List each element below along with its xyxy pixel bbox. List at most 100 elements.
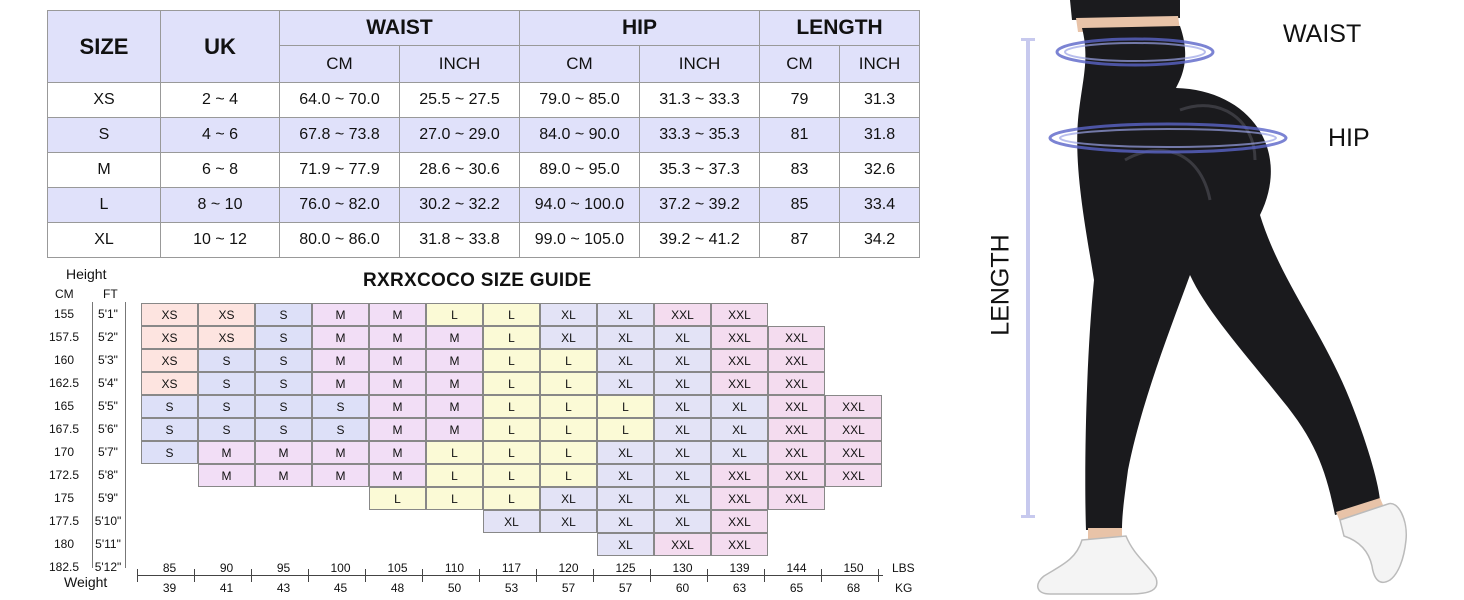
table-cell: 32.6: [839, 152, 921, 188]
size-grid-cell: XL: [711, 441, 768, 464]
leggings-model-illustration: [1037, 0, 1407, 595]
size-grid-cell: XL: [597, 326, 654, 349]
weight-axis-tick: [707, 569, 708, 582]
table-row: XS 2 ~ 4 64.0 ~ 70.0 25.5 ~ 27.5 79.0 ~ 85.0…: [47, 82, 921, 118]
table-cell: 76.0 ~ 82.0: [279, 187, 400, 223]
table-cell: 89.0 ~ 95.0: [519, 152, 640, 188]
size-grid-cell: XXL: [768, 395, 825, 418]
height-ft-label: 5'10": [94, 514, 122, 528]
size-grid-cell: M: [369, 372, 426, 395]
size-grid-cell: M: [312, 326, 369, 349]
table-row: XL 10 ~ 12 80.0 ~ 86.0 31.8 ~ 33.8 99.0 ~ 10…: [47, 222, 921, 258]
table-cell: 33.3 ~ 35.3: [638, 117, 761, 153]
weight-kg-label: 41: [219, 581, 234, 595]
size-grid-cell: S: [198, 349, 255, 372]
table-cell: 79.0 ~ 85.0: [519, 82, 640, 118]
size-grid-cell: L: [483, 418, 540, 441]
unit-header: INCH: [638, 45, 761, 83]
height-ft-label: 5'7": [98, 445, 118, 459]
table-cell: 31.8: [839, 117, 921, 153]
table-cell: 34.2: [839, 222, 921, 258]
table-cell: 35.3 ~ 37.3: [638, 152, 761, 188]
kg-unit-label: KG: [895, 581, 913, 595]
weight-axis-tick: [422, 569, 423, 582]
size-grid-cell: XL: [597, 464, 654, 487]
size-grid-cell: L: [540, 372, 597, 395]
height-ft-label: 5'12": [94, 560, 122, 574]
size-grid-cell: XXL: [768, 418, 825, 441]
size-grid-cell: M: [312, 303, 369, 326]
weight-lbs-label: 110: [444, 561, 465, 575]
header-length: LENGTH: [759, 10, 921, 46]
size-grid-cell: S: [141, 441, 198, 464]
size-grid-cell: L: [483, 395, 540, 418]
unit-header: CM: [279, 45, 400, 83]
weight-lbs-label: 117: [501, 561, 522, 575]
table-cell: 80.0 ~ 86.0: [279, 222, 400, 258]
waist-label: WAIST: [1283, 20, 1362, 48]
table-cell: 64.0 ~ 70.0: [279, 82, 400, 118]
size-grid-cell: L: [369, 487, 426, 510]
size-grid-cell: XL: [597, 441, 654, 464]
size-grid-cell: L: [483, 326, 540, 349]
weight-lbs-label: 95: [276, 561, 291, 575]
weight-kg-label: 68: [846, 581, 861, 595]
table-cell: 31.3 ~ 33.3: [638, 82, 761, 118]
lbs-unit-label: LBS: [892, 561, 915, 575]
size-grid-cell: L: [483, 303, 540, 326]
height-ft-label: 5'2": [98, 330, 118, 344]
size-grid-cell: XL: [654, 510, 711, 533]
size-grid-cell: XXL: [711, 510, 768, 533]
length-label: LENGTH: [986, 234, 1015, 336]
height-cm-label: 162.5: [48, 376, 80, 390]
size-grid-cell: M: [426, 395, 483, 418]
height-cm-label: 160: [53, 353, 75, 367]
height-cm-label: 165: [53, 399, 75, 413]
table-cell: 37.2 ~ 39.2: [638, 187, 761, 223]
table-cell: 85: [759, 187, 841, 223]
size-grid-cell: XL: [654, 349, 711, 372]
size-grid-cell: XL: [654, 487, 711, 510]
size-grid-cell: XXL: [711, 326, 768, 349]
size-grid-cell: S: [255, 395, 312, 418]
size-grid-cell: L: [540, 349, 597, 372]
size-grid-cell: M: [426, 326, 483, 349]
weight-axis-tick: [536, 569, 537, 582]
size-table: SIZE UK WAIST HIP LENGTH CM INCH CM INCH…: [47, 10, 921, 258]
header-waist: WAIST: [279, 10, 520, 46]
size-grid-cell: XXL: [654, 533, 711, 556]
size-grid-cell: L: [597, 395, 654, 418]
weight-kg-label: 57: [561, 581, 576, 595]
size-grid-cell: XS: [141, 303, 198, 326]
header-uk: UK: [160, 10, 280, 83]
weight-lbs-label: 85: [162, 561, 177, 575]
table-cell: 31.3: [839, 82, 921, 118]
size-grid-cell: XL: [654, 372, 711, 395]
weight-axis-tick: [137, 569, 138, 582]
height-cm-label: 170: [53, 445, 75, 459]
weight-lbs-label: 100: [330, 561, 351, 575]
size-grid-cell: M: [255, 464, 312, 487]
size-grid-cell: L: [426, 303, 483, 326]
weight-axis-tick: [308, 569, 309, 582]
table-cell: 84.0 ~ 90.0: [519, 117, 640, 153]
size-grid-cell: L: [540, 418, 597, 441]
size-grid-cell: M: [255, 441, 312, 464]
weight-kg-label: 60: [675, 581, 690, 595]
weight-kg-label: 57: [618, 581, 633, 595]
weight-lbs-label: 90: [219, 561, 234, 575]
size-grid-cell: S: [141, 395, 198, 418]
weight-lbs-label: 130: [672, 561, 693, 575]
table-cell: 39.2 ~ 41.2: [638, 222, 761, 258]
unit-header: INCH: [399, 45, 520, 83]
size-grid-cell: XL: [654, 395, 711, 418]
weight-axis-line: [137, 575, 883, 576]
size-grid-cell: L: [426, 487, 483, 510]
weight-axis-tick: [593, 569, 594, 582]
size-grid-cell: XXL: [768, 464, 825, 487]
size-grid-cell: M: [312, 464, 369, 487]
table-cell: S: [47, 117, 161, 153]
table-cell: 10 ~ 12: [160, 222, 280, 258]
height-cm-label: 175: [53, 491, 75, 505]
weight-axis-tick: [878, 569, 879, 582]
